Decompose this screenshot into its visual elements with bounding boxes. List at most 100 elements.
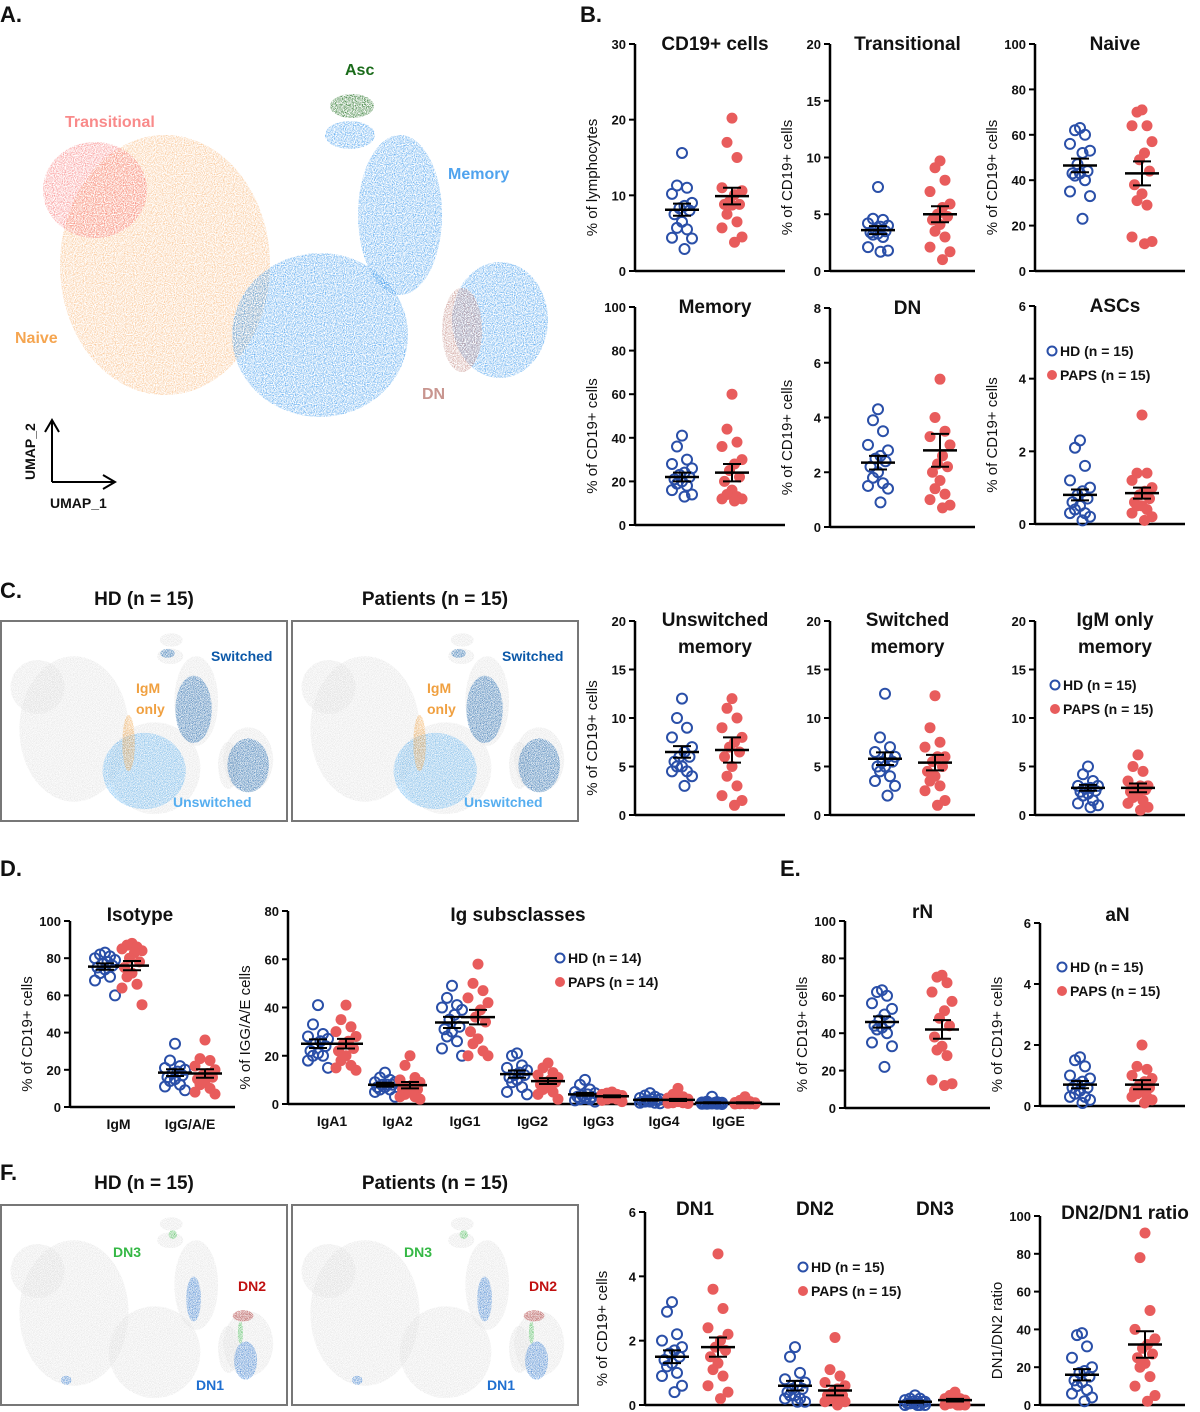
y-tick-label: 0: [1019, 808, 1026, 823]
data-point-hd: [1069, 124, 1081, 137]
data-point-paps: [721, 702, 733, 714]
data-point-paps: [1141, 199, 1153, 211]
label-dn3: DN3: [404, 1244, 432, 1260]
data-point-hd: [1066, 1351, 1078, 1364]
data-point-hd: [799, 1376, 811, 1389]
data-point-hd: [866, 1036, 878, 1049]
y-tick-label: 4: [814, 411, 822, 426]
data-point-paps: [932, 799, 943, 811]
data-point-hd: [671, 712, 683, 724]
data-point-hd: [881, 789, 894, 802]
y-axis-label: % of lymphocytes: [584, 119, 601, 237]
chart-igm_only: 0 5 10 15 20 IgM only memory HD (n = 15) PAPS (n…: [1012, 610, 1185, 823]
data-point-paps: [1139, 1227, 1151, 1239]
sem-errorbar-hd: [906, 1399, 924, 1404]
legend-label-hd: HD (n = 14): [568, 950, 642, 966]
data-point-paps: [1129, 1380, 1141, 1392]
data-point-hd: [443, 1013, 456, 1026]
data-point-paps: [1132, 749, 1144, 761]
y-axis-label: % of CD19+ cells: [19, 976, 36, 1091]
sem-errorbar-hd: [443, 1015, 461, 1030]
y-tick-label: 0: [814, 264, 821, 279]
data-point-hd: [668, 1386, 681, 1399]
data-point-paps: [1141, 120, 1153, 132]
umap-title: HD (n = 15): [94, 589, 194, 610]
data-point-hd: [658, 1353, 671, 1366]
y-tick-label: 20: [1012, 219, 1026, 234]
cluster-label-asc: Asc: [345, 62, 374, 79]
data-point-hd: [864, 226, 877, 239]
data-point-hd: [661, 1305, 673, 1318]
data-point-paps: [721, 136, 733, 148]
data-point-hd: [666, 187, 678, 200]
y-tick-label: 20: [265, 1049, 279, 1064]
data-point-hd: [784, 1350, 796, 1363]
umap-cluster-asc: [450, 1217, 474, 1231]
chart-title: DN2/DN1 ratio: [1061, 1203, 1189, 1224]
category-label: IgGE: [712, 1113, 745, 1129]
data-point-paps: [1139, 1097, 1150, 1109]
data-point-paps: [330, 1062, 342, 1074]
data-point-paps: [944, 439, 956, 451]
y-tick-label: 0: [54, 1100, 61, 1115]
data-point-hd: [1078, 1395, 1091, 1408]
chart-title: Switched: [866, 610, 949, 631]
data-point-paps: [131, 978, 143, 990]
data-point-hd: [882, 482, 894, 495]
data-point-paps: [939, 488, 951, 500]
chart-dn_ratio: 0 20 40 60 80 100 DN1/DN2 ratio DN2/DN1 ratio: [989, 1203, 1189, 1412]
data-point-paps: [414, 1093, 426, 1105]
sem-errorbar-hd: [1079, 783, 1097, 792]
chart-title: memory: [678, 637, 752, 658]
data-point-paps: [939, 231, 951, 243]
data-point-hd: [1071, 1329, 1083, 1342]
category-label: IgG4: [648, 1113, 679, 1129]
data-point-paps: [399, 1059, 411, 1071]
y-tick-label: 80: [822, 951, 836, 966]
data-point-hd: [874, 245, 887, 258]
y-axis-label: % of CD19+ cells: [984, 120, 1001, 235]
y-tick-label: 15: [612, 663, 626, 678]
data-point-paps: [919, 741, 931, 753]
data-point-paps: [477, 985, 489, 997]
data-point-hd: [884, 741, 896, 754]
data-point-hd: [1084, 190, 1096, 203]
sem-errorbar-paps: [123, 959, 141, 972]
data-point-paps: [1144, 1371, 1156, 1383]
y-axis-label: % of CD19+ cells: [584, 378, 601, 493]
data-point-paps: [819, 1396, 831, 1408]
data-point-hd: [874, 765, 886, 778]
data-point-hd: [1066, 167, 1079, 180]
chart-ig_subclasses: 0 20 40 60 80 % of IGG/A/E cells Ig subsclasse…: [237, 904, 780, 1129]
data-point-paps: [1135, 804, 1146, 816]
chart-title: Transitional: [854, 34, 961, 55]
umap-cells-switched: [175, 675, 212, 743]
data-point-hd: [874, 496, 887, 509]
data-point-paps: [1139, 514, 1150, 526]
label-dn1: DN1: [487, 1377, 515, 1393]
legend-label-hd: HD (n = 15): [1060, 343, 1134, 359]
umap-cells-dn3: [459, 1230, 468, 1240]
data-point-paps: [926, 986, 938, 998]
umap-axes-arrows: [44, 418, 117, 490]
data-point-hd: [1077, 768, 1089, 781]
umap-cluster-memory: [358, 135, 442, 295]
data-point-paps: [1131, 106, 1143, 118]
legend-marker-paps: [1050, 704, 1060, 714]
data-point-hd: [869, 775, 881, 788]
data-point-hd: [302, 1054, 314, 1067]
data-point-paps: [345, 1021, 357, 1033]
data-point-hd: [899, 1399, 911, 1411]
chart-dn_subsets: 0 2 4 6 % of CD19+ cells DN1 DN2 DN3 HD (n = 15)…: [594, 1199, 985, 1412]
data-point-hd: [877, 425, 889, 438]
umap-cells-dn3: [528, 1321, 534, 1344]
data-point-paps: [136, 999, 148, 1011]
data-point-paps: [729, 236, 740, 248]
y-axis-label: % of CD19+ cells: [779, 380, 796, 495]
data-point-hd: [634, 1096, 646, 1109]
data-point-paps: [926, 1074, 938, 1086]
chart-title: Naive: [1090, 34, 1141, 55]
sem-errorbar-paps: [337, 1037, 355, 1050]
umap-cluster-asc: [330, 94, 374, 118]
data-point-hd: [886, 1040, 898, 1053]
